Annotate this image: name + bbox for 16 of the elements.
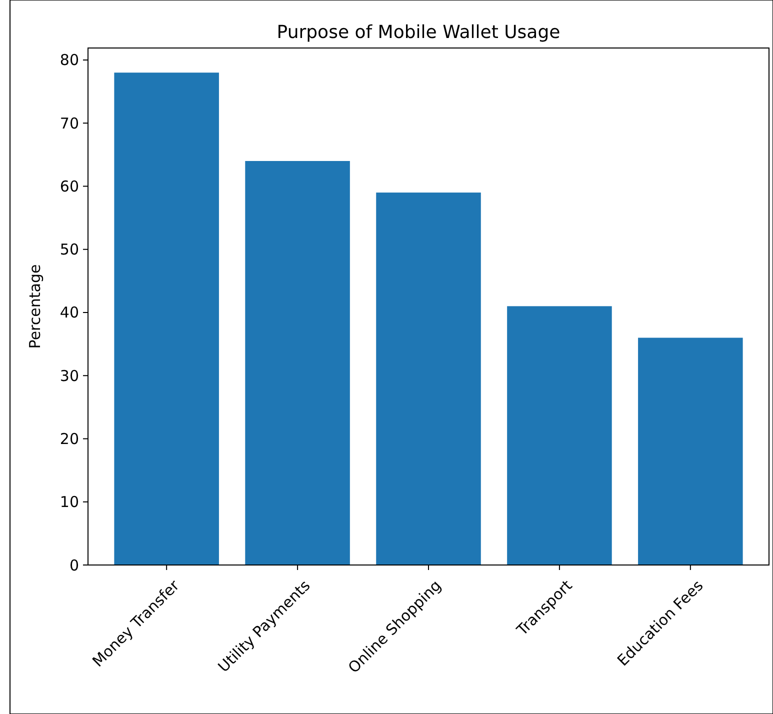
y-tick-label: 30 [60,366,79,385]
bar [245,160,350,565]
y-tick-label: 40 [60,304,79,322]
bar [507,306,612,565]
chart-title: Purpose of Mobile Wallet Usage [276,22,560,43]
bar [376,192,481,565]
y-tick-label: 10 [60,493,79,512]
y-tick-label: 20 [60,430,79,448]
y-tick-label: 60 [60,177,79,196]
y-tick-label: 80 [60,51,79,70]
y-tick-label: 70 [60,114,79,132]
y-tick-label: 50 [60,240,79,259]
bar [114,72,219,565]
y-tick-label: 0 [69,556,79,574]
y-axis-title: Percentage [26,264,44,349]
bar [638,338,743,565]
